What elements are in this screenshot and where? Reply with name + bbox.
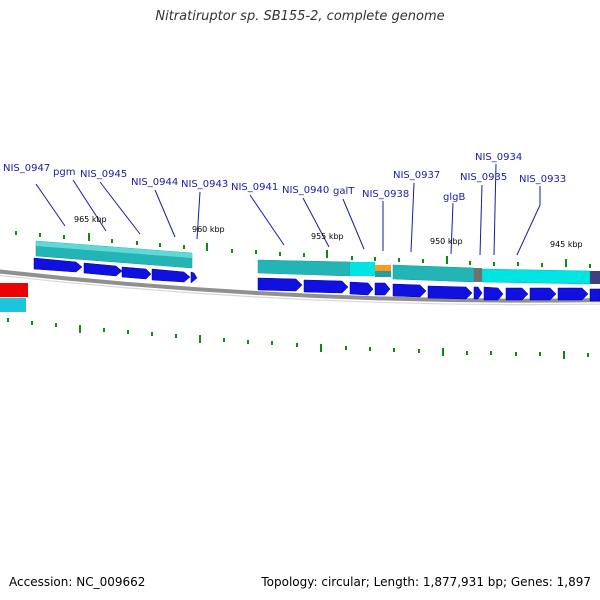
gene-label: NIS_0933	[519, 174, 566, 185]
position-label: 955 kbp	[311, 232, 344, 241]
feature-band-cyan-right	[481, 268, 591, 285]
leader-line	[196, 191, 201, 240]
gene-label: NIS_0935	[460, 172, 507, 183]
upper-ticks	[15, 231, 591, 268]
position-label: 950 kbp	[430, 237, 463, 246]
galT-lower	[375, 271, 391, 277]
feature-band-right	[392, 264, 475, 283]
leader-line	[516, 204, 541, 256]
position-label: 945 kbp	[550, 240, 583, 249]
cds-arrow	[473, 286, 483, 300]
gene-label: galT	[333, 186, 355, 197]
leader-line	[99, 181, 141, 235]
cyan-feature-segment-left	[0, 298, 26, 312]
leader-line	[72, 179, 107, 232]
feature-band-left-highlight	[36, 241, 192, 258]
genome-backbone-shadow	[0, 274, 600, 306]
genome-backbone	[0, 269, 600, 303]
leader-line	[302, 197, 330, 248]
cds-arrow	[190, 271, 198, 284]
map-title: Nitratiruptor sp. SB155-2, complete geno…	[155, 9, 445, 24]
cds-arrow	[427, 285, 473, 300]
gene-label: NIS_0943	[181, 179, 228, 190]
position-label: 965 kbp	[74, 215, 107, 224]
cds-arrow	[392, 283, 427, 298]
cds-arrow	[349, 281, 374, 296]
cds-arrow	[589, 288, 600, 302]
cds-arrow	[303, 279, 349, 294]
leader-line	[493, 163, 497, 256]
gene-label: NIS_0941	[231, 182, 278, 193]
cds-arrow	[529, 287, 557, 301]
leader-line	[249, 194, 285, 246]
gene-label: NIS_0945	[80, 169, 127, 180]
feature-band-middle	[257, 259, 351, 277]
gene-label: NIS_0937	[393, 170, 440, 181]
cds-arrow	[483, 286, 504, 301]
genome-summary-text: Topology: circular; Length: 1,877,931 bp…	[261, 575, 591, 589]
gene-label: pgm	[53, 167, 75, 178]
leader-line	[410, 182, 415, 253]
feature-band-cyan	[350, 262, 375, 276]
accession-text: Accession: NC_009662	[9, 575, 146, 589]
cds-arrow	[121, 266, 152, 280]
galT-highlight	[375, 265, 391, 271]
leader-line	[479, 184, 483, 256]
leader-line	[35, 183, 66, 227]
gene-label: NIS_0938	[362, 189, 409, 200]
cds-arrows	[33, 257, 600, 302]
cds-arrow	[557, 287, 589, 301]
position-label: 960 kbp	[192, 225, 225, 234]
leader-line	[450, 202, 454, 255]
leader-line	[342, 198, 365, 250]
gene-label: glgB	[443, 192, 465, 203]
red-feature-segment	[0, 283, 28, 297]
lower-ticks	[7, 318, 589, 359]
leader-lines	[35, 163, 541, 256]
feature-band-edge	[590, 271, 600, 284]
gene-label: NIS_0947	[3, 163, 50, 174]
cds-arrow	[151, 268, 191, 283]
cds-arrow	[33, 257, 83, 273]
gray-feature	[474, 268, 482, 282]
cds-arrow	[505, 287, 529, 301]
cds-arrow	[83, 262, 123, 277]
cds-arrow	[374, 282, 391, 296]
gene-label: NIS_0940	[282, 185, 329, 196]
cds-arrow	[257, 277, 303, 292]
leader-line	[154, 189, 176, 238]
gene-label: NIS_0944	[131, 177, 178, 188]
gene-label: NIS_0934	[475, 152, 522, 163]
